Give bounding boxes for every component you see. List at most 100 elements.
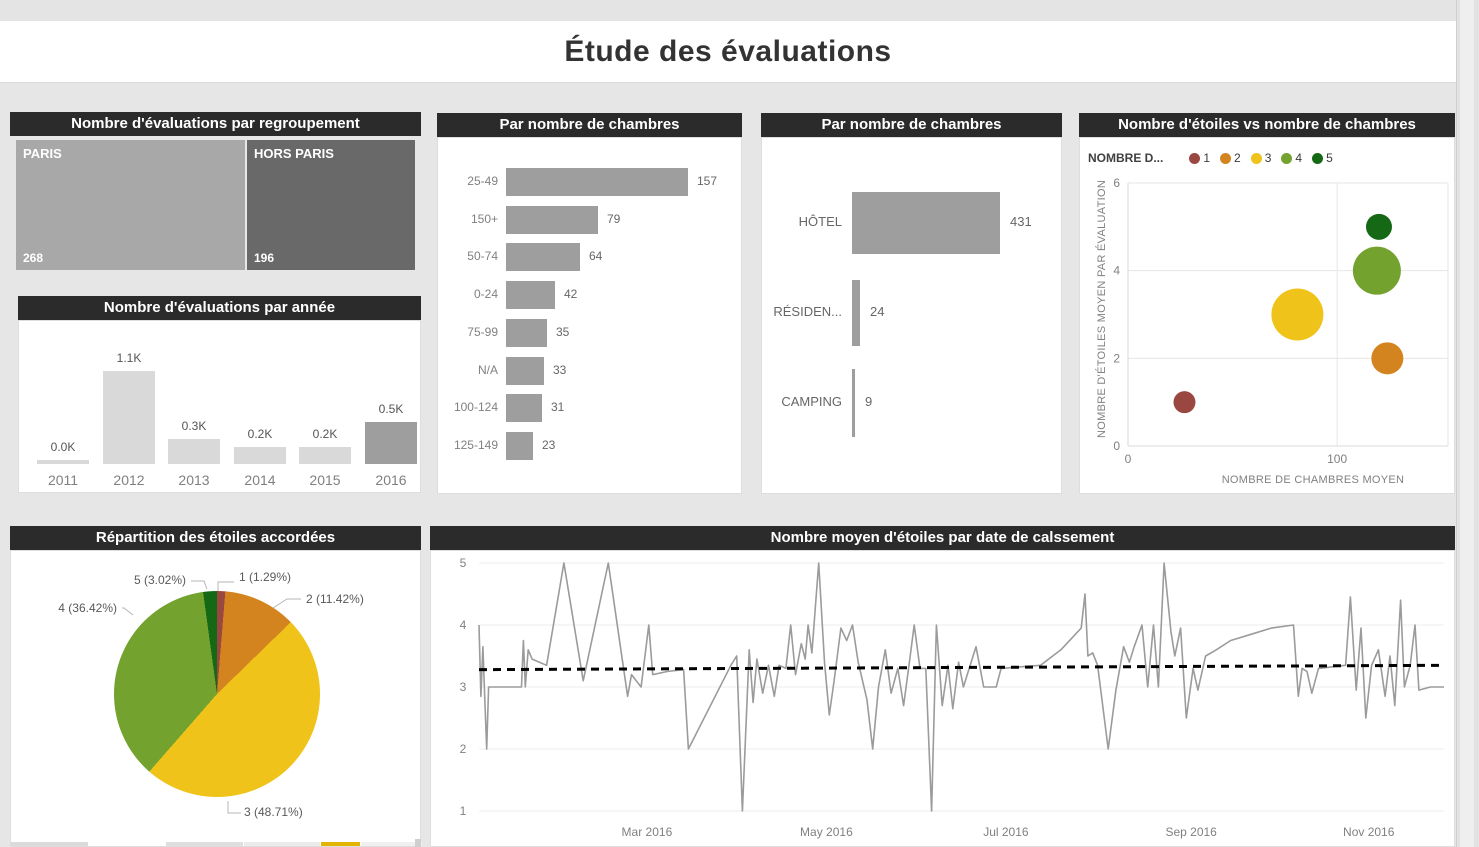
scatter-x-tick: 0 [1125,452,1132,466]
year-bar-chart: 0.0K 2011 1.1K 2012 0.3K 2013 0.2K 2014 0.2K 2015… [18,320,421,493]
panel-rooms-title: Par nombre de chambres [437,113,742,137]
year-bar-value: 1.1K [116,351,142,365]
treemap-tile-value: 196 [254,251,275,265]
scatter-legend-item[interactable]: 1 [1189,151,1210,165]
partial-visual-strip [361,842,422,846]
year-bar[interactable] [299,447,351,464]
rooms-bar-value: 31 [551,400,565,415]
line-x-tick: Mar 2016 [622,825,673,839]
title-band: Étude des évaluations [0,21,1456,83]
rooms-category-label: 50-74 [467,249,498,264]
line-x-tick: Nov 2016 [1343,825,1395,839]
page-scrollbar[interactable] [1456,0,1479,847]
panel-pie: Répartition des étoiles accordées 1 (1.2… [10,526,422,847]
line-x-tick: Sep 2016 [1165,825,1217,839]
scatter-legend-item[interactable]: 5 [1312,151,1333,165]
year-bar[interactable] [234,447,286,464]
scatter-y-tick: 2 [1113,351,1120,365]
panel-treemap-title: Nombre d'évaluations par regroupement [10,112,421,136]
type-bar[interactable] [852,280,860,346]
line-x-tick: May 2016 [800,825,853,839]
rooms-category-label: 150+ [470,211,498,226]
rooms-bar-value: 64 [589,249,603,264]
scatter-legend-item[interactable]: 2 [1220,151,1241,165]
treemap-tile[interactable]: PARIS 268 [16,140,245,270]
pie-leader-lines [122,580,301,814]
scatter-bubble[interactable] [1352,246,1401,295]
rooms-bar-chart: 25-49 157 150+ 79 50-74 64 0-24 42 75-99 35 N/A 33 1… [437,137,742,494]
partial-visual-strip [166,842,243,846]
scatter-bubble[interactable] [1365,213,1392,240]
line-trend[interactable] [478,663,1445,672]
rooms-bar[interactable] [506,168,688,196]
scatter-bubble[interactable] [1371,342,1404,375]
line-y-tick: 4 [460,618,467,632]
rooms-bar[interactable] [506,431,533,460]
rooms-bar[interactable] [506,243,580,272]
year-bar[interactable] [103,371,155,464]
rooms-bar[interactable] [506,394,542,423]
year-axis-label: 2015 [309,472,341,488]
panel-scatter: Nombre d'étoiles vs nombre de chambres N… [1079,113,1455,494]
rooms-bar-value: 157 [697,174,718,188]
pie-slice-label: 1 (1.29%) [239,570,292,584]
page-title: Étude des évaluations [564,34,892,68]
partial-visual-strip [244,842,320,846]
rooms-category-label: N/A [477,362,498,377]
line-series[interactable] [478,562,1444,812]
scatter-legend-title: NOMBRE D... [1088,151,1164,165]
pie-leader-line [122,607,134,616]
rooms-bar[interactable] [506,205,598,234]
rooms-category-label: 100-124 [453,400,498,415]
scatter-x-axis-title: NOMBRE DE CHAMBRES MOYEN [1222,474,1405,486]
pie-chart: 1 (1.29%) 2 (11.42%) 3 (48.71%) 4 (36.42%) 5… [10,550,422,847]
scatter-legend-label: 1 [1203,151,1211,165]
line-plot: 1 2 3 4 5 Mar 2016 May 2016 Jul 2016 Sep 2016 Nov… [460,556,1445,839]
year-axis-label: 2014 [244,472,276,488]
scatter-bubble[interactable] [1173,391,1196,414]
rooms-bar-value: 35 [556,324,570,339]
pie-leader-line [227,801,241,814]
type-bar-value: 24 [870,304,885,319]
pie-slices[interactable] [114,591,320,797]
scatter-legend-item[interactable]: 4 [1281,151,1302,165]
legend-dot-icon [1250,152,1262,164]
year-bar[interactable] [168,439,220,464]
year-bar-value: 0.2K [312,427,338,441]
scatter-plot: 0 2 4 6 0 100 NOMBRE DE CHAMBRES MOYEN [1113,176,1449,486]
rooms-bar[interactable] [506,318,547,347]
type-bar[interactable] [852,192,1000,254]
rooms-category-label: 25-49 [467,174,498,188]
legend-dot-icon [1220,152,1232,164]
pie-panel-scrollbar[interactable] [415,839,421,847]
pie-slice-label: 2 (11.42%) [306,592,364,606]
treemap-tile[interactable]: HORS PARIS 196 [247,140,415,270]
scatter-y-tick: 6 [1113,176,1120,190]
scatter-legend-label: 5 [1326,151,1333,165]
year-bar-value: 0.0K [50,440,76,454]
pie-slice-label: 3 (48.71%) [244,805,303,819]
line-x-tick: Jul 2016 [983,825,1029,839]
year-bar-value: 0.3K [181,419,207,433]
pie-slice-label: 4 (36.42%) [58,601,117,615]
pie-slice-label: 5 (3.02%) [133,573,186,587]
scatter-chart: NOMBRE D... 1 2 3 4 5 NOMBRE D'ÉTOILES MOYEN P… [1079,137,1455,494]
panel-line-title: Nombre moyen d'étoiles par date de calss… [430,526,1455,550]
year-bar-value: 0.5K [378,402,404,416]
scatter-legend-item[interactable]: 3 [1250,151,1271,165]
page-scrollbar-thumb[interactable] [1460,0,1474,847]
partial-visual-strip [11,842,88,846]
rooms-bar-value: 79 [607,211,621,226]
treemap-tile-label: PARIS [23,146,62,161]
panel-treemap: Nombre d'évaluations par regroupement PA… [10,112,421,274]
rooms-bar[interactable] [506,356,544,385]
year-axis-label: 2012 [113,472,145,488]
year-bar[interactable] [37,460,89,464]
legend-dot-icon [1312,152,1324,164]
legend-dot-icon [1189,152,1201,164]
year-bar[interactable] [365,422,417,464]
type-bar[interactable] [852,369,855,437]
scatter-bubble[interactable] [1271,288,1324,341]
rooms-bar[interactable] [506,281,555,310]
